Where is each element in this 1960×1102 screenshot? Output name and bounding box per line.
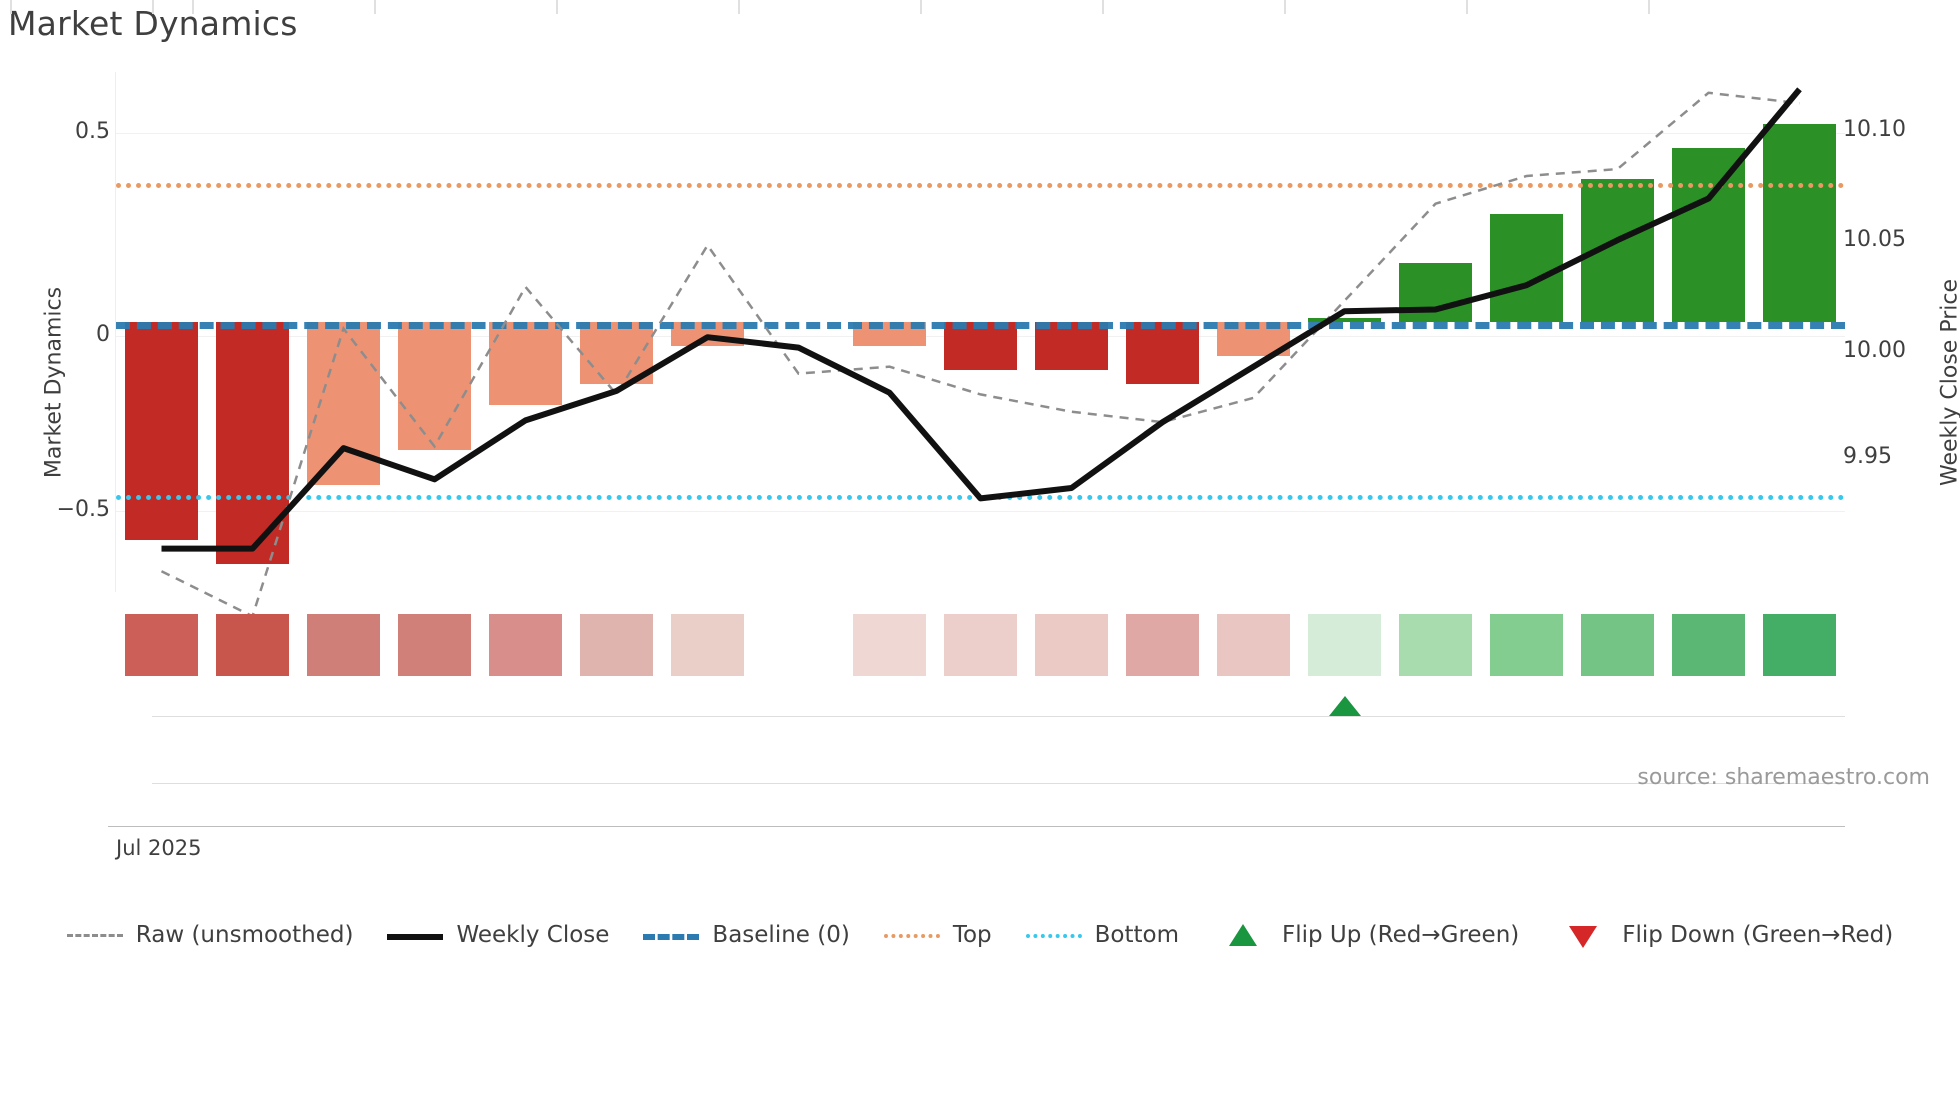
bar-w18[interactable]	[1671, 148, 1746, 322]
minor-tick-7	[1283, 0, 1286, 14]
dashed-line-icon	[643, 934, 700, 940]
heatmap-cell-w18[interactable]	[1671, 614, 1746, 676]
dashed-line-icon	[66, 924, 123, 946]
triangle-down-icon	[1553, 924, 1609, 948]
bar-w14[interactable]	[1307, 318, 1382, 322]
legend-item-6[interactable]: Flip Down (Green→Red)	[1553, 922, 1893, 948]
bar-w16[interactable]	[1489, 214, 1564, 322]
bar-w4[interactable]	[397, 321, 472, 450]
bar-w10[interactable]	[943, 321, 1018, 371]
minor-tick-1	[191, 0, 194, 14]
legend-label-6: Flip Down (Green→Red)	[1622, 922, 1894, 948]
x-axis	[108, 826, 1845, 827]
source-note: source: sharemaestro.com	[1637, 765, 1930, 790]
minor-tick-8	[1465, 0, 1468, 14]
heatmap-cell-w12[interactable]	[1125, 614, 1200, 676]
legend-label-0: Raw (unsmoothed)	[135, 922, 354, 948]
weekly-close-line	[161, 87, 1802, 552]
gridline-0p5	[116, 133, 1845, 134]
heatmap-cell-w10[interactable]	[943, 614, 1018, 676]
legend-item-2[interactable]: Baseline (0)	[643, 922, 850, 948]
heatmap-cell-w4[interactable]	[397, 614, 472, 676]
right-tick-1: 10.05	[1843, 227, 1906, 252]
bar-w5[interactable]	[488, 321, 563, 405]
heatmap-cell-w14[interactable]	[1307, 614, 1382, 676]
dotted-line-icon	[1025, 934, 1082, 938]
dotted-line-icon	[883, 924, 940, 946]
right-tick-2: 10.00	[1843, 338, 1906, 363]
minor-axis-upper	[152, 716, 1845, 717]
heatmap-cell-w11[interactable]	[1034, 614, 1109, 676]
plot-area	[115, 72, 1845, 619]
dotted-line-icon	[883, 934, 940, 938]
heatmap-cell-w16[interactable]	[1489, 614, 1564, 676]
legend-item-4[interactable]: Bottom	[1025, 922, 1180, 948]
minor-axis-middle-tick	[152, 0, 154, 14]
heatmap-cell-w6[interactable]	[579, 614, 654, 676]
minor-tick-5	[919, 0, 922, 14]
left-tick-1: 0	[96, 322, 110, 347]
legend-label-2: Baseline (0)	[712, 922, 850, 948]
legend-item-1[interactable]: Weekly Close	[387, 922, 609, 948]
flip-up-marker	[1328, 696, 1361, 716]
bar-w11[interactable]	[1034, 321, 1109, 371]
minor-tick-6	[1101, 0, 1104, 14]
heatmap-cell-w15[interactable]	[1398, 614, 1473, 676]
plot-left-spine	[115, 72, 116, 592]
heatmap-cell-w19[interactable]	[1762, 614, 1837, 676]
dashed-line-icon	[643, 924, 700, 946]
x-axis-tick-label: Jul 2025	[116, 836, 202, 860]
gridline-neg0p5	[116, 511, 1845, 512]
heatmap-cell-w5[interactable]	[488, 614, 563, 676]
legend-item-0[interactable]: Raw (unsmoothed)	[66, 922, 354, 948]
minor-tick-4	[737, 0, 740, 14]
minor-axis-middle	[152, 783, 1845, 784]
legend-item-3[interactable]: Top	[883, 922, 992, 948]
legend-label-5: Flip Up (Red→Green)	[1282, 922, 1520, 948]
heatmap-cell-w13[interactable]	[1216, 614, 1291, 676]
right-tick-3: 9.95	[1843, 444, 1892, 469]
heatmap-cell-w17[interactable]	[1580, 614, 1655, 676]
bar-w1[interactable]	[124, 321, 199, 540]
left-axis-ticks: 0.5 0 −0.5	[0, 0, 110, 1102]
legend-label-3: Top	[952, 922, 992, 948]
dashed-line-icon	[66, 934, 123, 937]
bar-w12[interactable]	[1125, 321, 1200, 384]
minor-tick-0	[9, 0, 12, 14]
left-tick-0: 0.5	[75, 119, 110, 144]
legend-item-5[interactable]: Flip Up (Red→Green)	[1213, 922, 1519, 948]
minor-tick-3	[555, 0, 558, 14]
legend-label-4: Bottom	[1094, 922, 1180, 948]
left-tick-2: −0.5	[56, 497, 110, 522]
heatmap-cell-w2[interactable]	[215, 614, 290, 676]
right-axis-ticks: 10.10 10.05 10.00 9.95	[1843, 0, 1960, 1102]
heatmap-cell-w1[interactable]	[124, 614, 199, 676]
reference-line-baseline	[116, 321, 1845, 329]
triangle-down-icon	[1569, 926, 1598, 948]
regime-heatmap-strip	[116, 614, 1845, 676]
line-series-svg	[160, 87, 1802, 619]
heatmap-cell-w9[interactable]	[852, 614, 927, 676]
minor-tick-9	[1647, 0, 1650, 14]
solid-line-icon	[387, 934, 444, 940]
triangle-up-icon	[1213, 924, 1269, 946]
heatmap-cell-w7[interactable]	[670, 614, 745, 676]
bar-w19[interactable]	[1762, 124, 1837, 322]
right-tick-0: 10.10	[1843, 117, 1906, 142]
legend-label-1: Weekly Close	[456, 922, 610, 948]
dotted-line-icon	[1025, 924, 1082, 946]
chart-legend: Raw (unsmoothed) Weekly Close Baseline (0)…	[0, 922, 1960, 948]
raw-unsmoothed-line	[160, 91, 1800, 619]
heatmap-cell-w3[interactable]	[306, 614, 381, 676]
solid-line-icon	[387, 924, 444, 946]
reference-line-top	[116, 182, 1845, 188]
triangle-up-icon	[1229, 924, 1258, 946]
minor-tick-2	[373, 0, 376, 14]
